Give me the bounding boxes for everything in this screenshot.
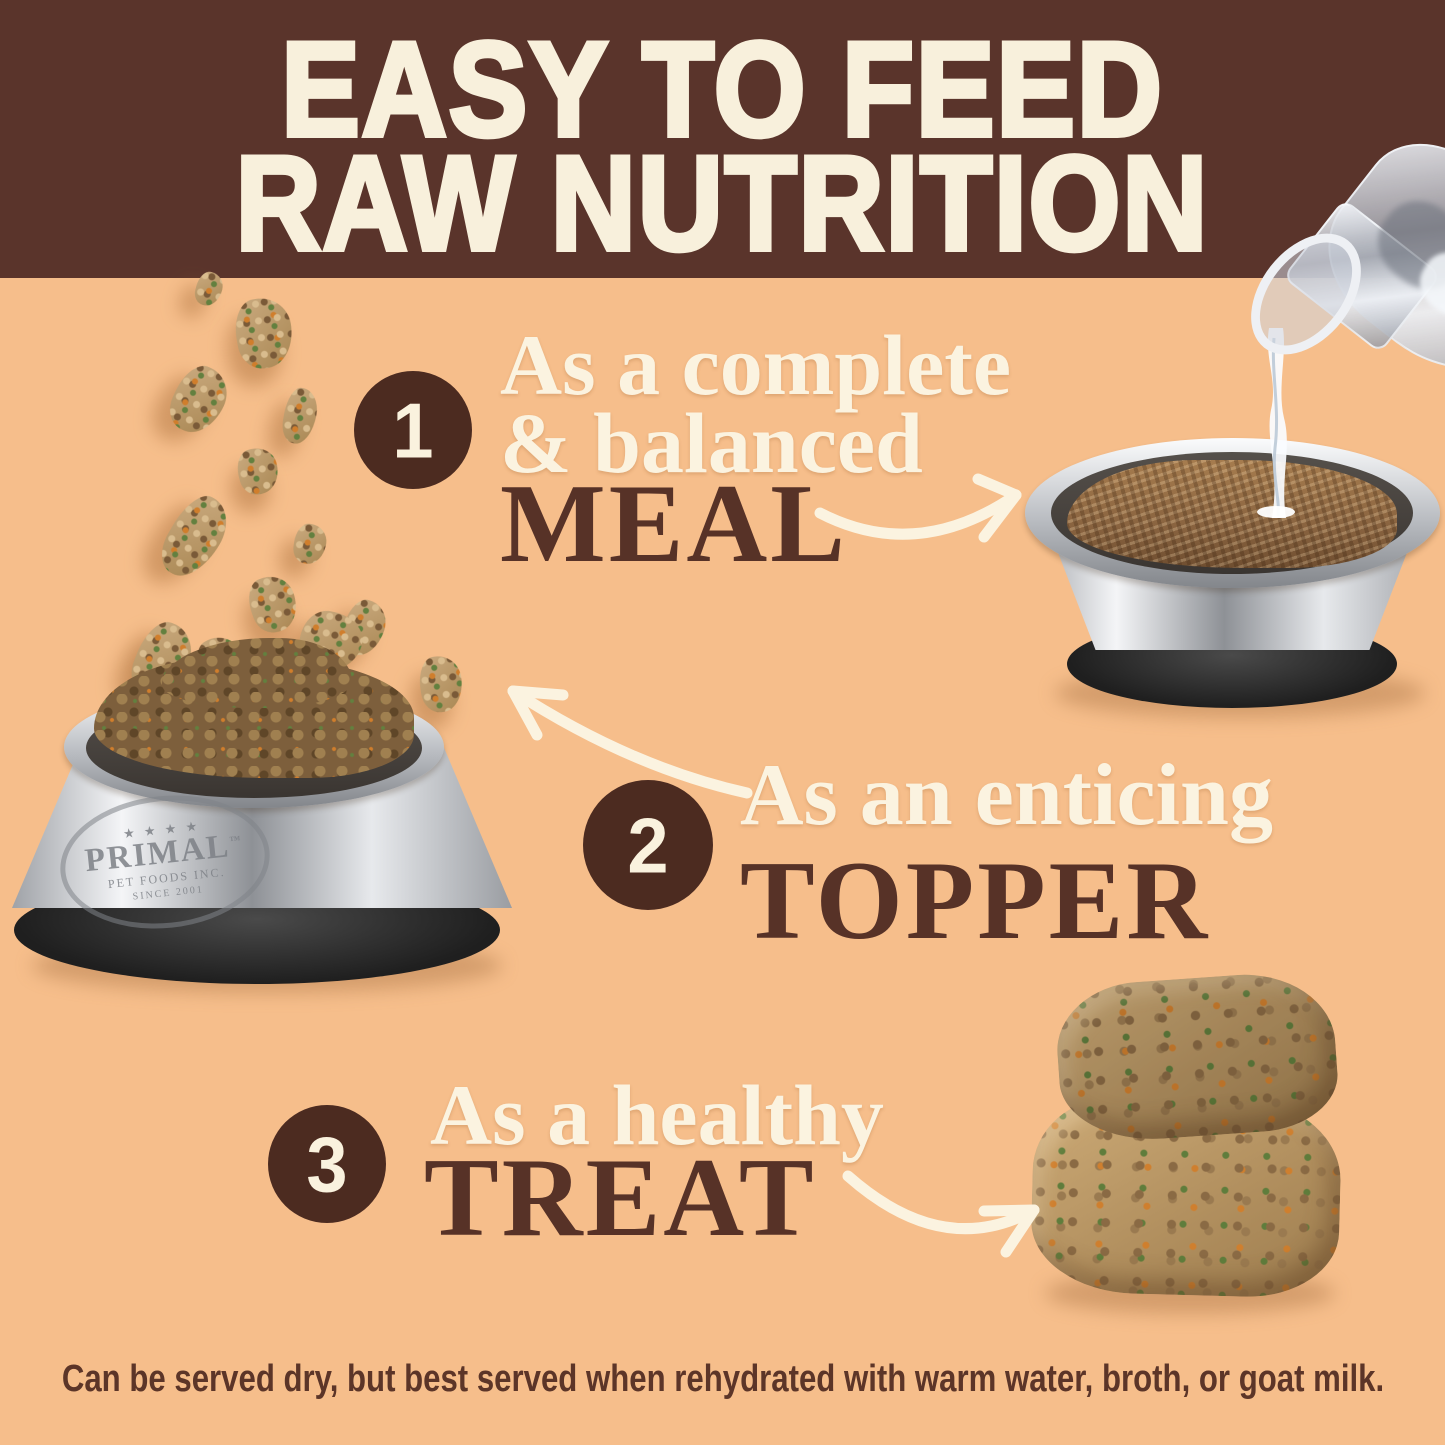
kibble-morsel: [279, 385, 321, 447]
step-3-number: 3: [306, 1120, 348, 1208]
curved-arrow-right-icon: [814, 473, 1022, 543]
topper-bowl-photo: ★ ★ ★ ★ PRIMAL™ PET FOODS INC. SINCE 200…: [12, 638, 522, 993]
kibble-morsel: [291, 521, 329, 567]
step-2-badge: 2: [583, 780, 713, 910]
header-title-line2: RAW NUTRITION: [233, 129, 1210, 279]
meal-bowl-photo: [1025, 438, 1440, 718]
step-3-badge: 3: [268, 1105, 386, 1223]
curved-arrow-left-icon: [507, 685, 753, 799]
step-2-number: 2: [627, 801, 669, 889]
step-2-keyword: TOPPER: [740, 839, 1211, 963]
kibble-morsel: [230, 293, 298, 373]
step-1-lead-line2: & balanced: [500, 395, 923, 491]
step-1-lead-line1: As a complete: [500, 317, 1012, 413]
step-1-badge: 1: [354, 371, 472, 489]
kibble-morsel: [151, 487, 239, 587]
step-1-keyword: MEAL: [500, 462, 848, 586]
kibble-morsel: [192, 269, 226, 309]
header-band: EASY TO FEED RAW NUTRITION: [0, 0, 1445, 278]
header-title-line1: EASY TO FEED: [279, 15, 1164, 165]
step-2-lead-line1: As an enticing: [740, 747, 1273, 844]
kibble-morsel: [232, 443, 284, 499]
shredded-food: [1067, 460, 1397, 568]
curved-arrow-right-down-icon: [842, 1170, 1040, 1258]
logo-trademark: ™: [228, 834, 244, 848]
step-1-number: 1: [392, 386, 434, 474]
step-3-lead-line1: As a healthy: [430, 1067, 884, 1163]
serving-note: Can be served dry, but best served when …: [61, 1358, 1384, 1400]
kibble-morsel: [241, 569, 305, 639]
water-stream: [1257, 328, 1295, 518]
kibble-mound: [162, 638, 352, 708]
kibble-morsel: [161, 358, 237, 442]
step-3-keyword: TREAT: [424, 1136, 817, 1260]
